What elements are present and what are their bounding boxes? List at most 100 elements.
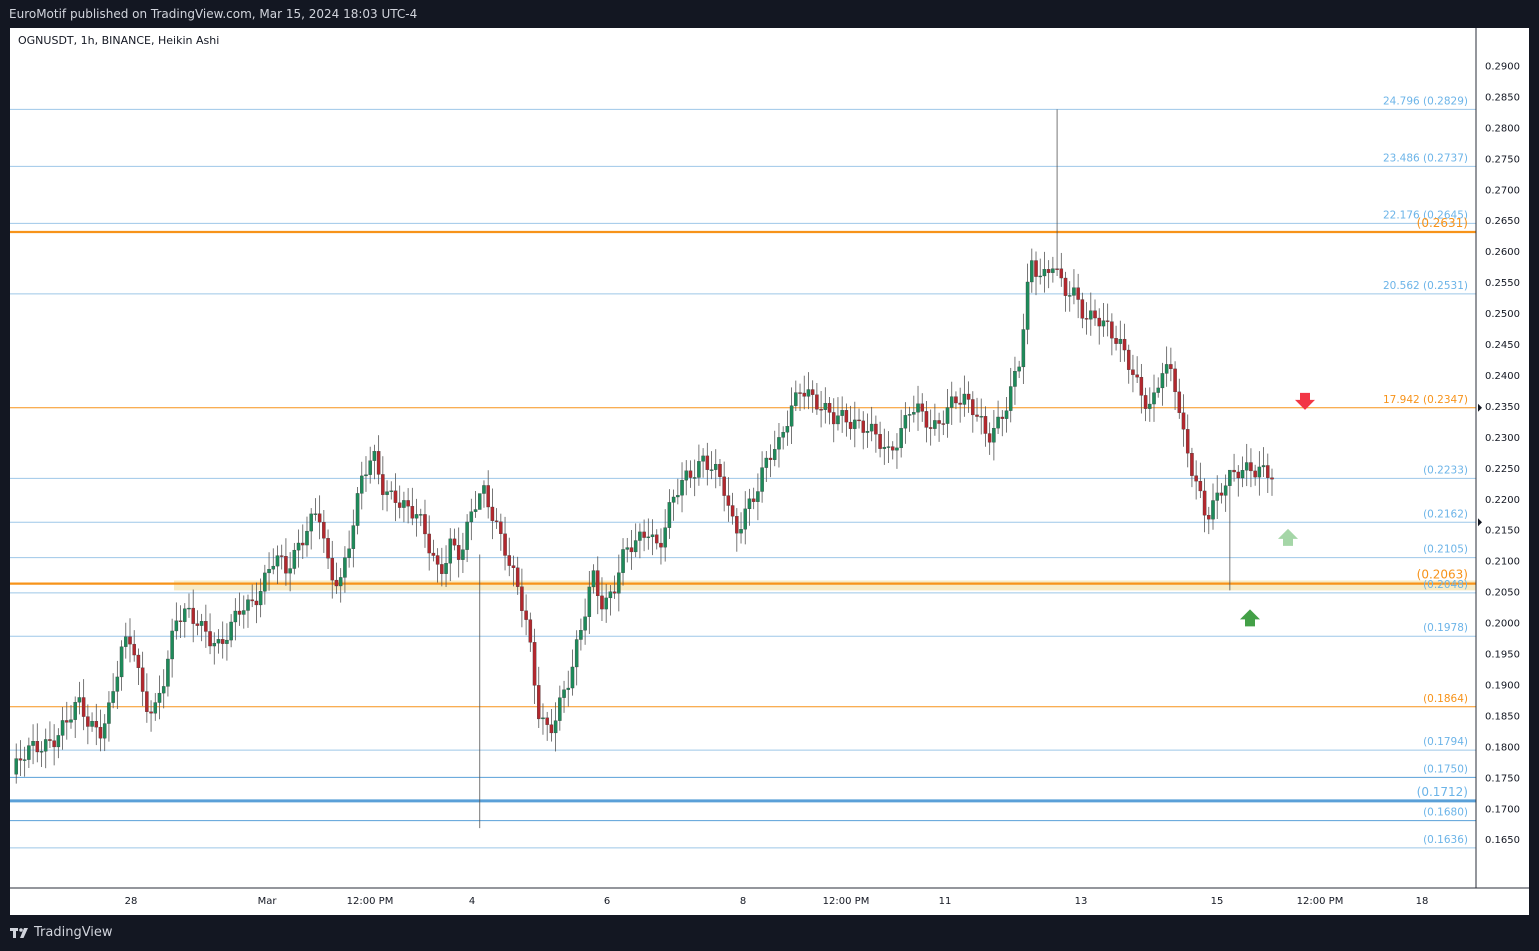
candle-bull	[907, 414, 912, 416]
candle-bear	[612, 591, 617, 594]
candle-bull	[14, 758, 18, 775]
candle-bear	[86, 716, 90, 727]
candle-bear	[958, 402, 962, 405]
candle-bear	[1097, 317, 1101, 327]
candle-bear	[987, 433, 992, 443]
candle-bull	[1148, 403, 1152, 409]
candle-bull	[313, 513, 318, 515]
candle-bear	[798, 392, 802, 394]
price-tick-label: 0.2700	[1485, 185, 1520, 196]
candle-bull	[102, 723, 107, 739]
candle-bull	[360, 475, 364, 494]
candle-bull	[246, 599, 250, 611]
price-tick-label: 0.2300	[1485, 433, 1520, 444]
candle-bear	[983, 416, 988, 434]
time-tick-label: 8	[740, 896, 746, 907]
candle-bear	[254, 600, 259, 606]
candle-bear	[322, 521, 326, 539]
candle-bear	[317, 513, 322, 523]
candle-bull	[22, 759, 27, 761]
candle-bull	[676, 495, 680, 498]
candle-bull	[903, 415, 908, 429]
candle-bull	[949, 396, 954, 408]
candle-bear	[35, 741, 40, 753]
candle-bull	[912, 412, 916, 415]
price-tick-label: 0.2350	[1485, 402, 1520, 413]
candle-bull	[1223, 485, 1228, 496]
chart-frame[interactable]: 24.796 (0.2829) 23.486 (0.2737) 22.176 (0.…	[10, 28, 1529, 915]
price-tick-label: 0.1850	[1485, 711, 1520, 722]
candle-bull	[465, 521, 469, 550]
candle-bear	[1185, 429, 1190, 454]
candle-bull	[633, 540, 638, 553]
candle-bull	[1228, 469, 1232, 486]
candle-bull	[385, 491, 389, 495]
candle-bear	[178, 620, 183, 622]
plot-area[interactable]	[10, 28, 1476, 888]
candle-bear	[1194, 475, 1198, 482]
candle-bear	[499, 521, 503, 534]
candle-bull	[161, 686, 166, 694]
candle-bear	[857, 419, 861, 422]
candle-bear	[937, 420, 941, 424]
candle-bull	[364, 474, 368, 477]
candle-bull	[1101, 320, 1106, 327]
price-axis[interactable]	[1477, 28, 1529, 888]
time-tick-label: 12:00 PM	[823, 896, 870, 907]
tradingview-logo-icon[interactable]	[10, 927, 30, 939]
candle-bull	[789, 405, 794, 427]
level-label: (0.2063)	[1417, 568, 1468, 582]
candle-bull	[933, 420, 937, 429]
candle-bear	[1139, 376, 1144, 396]
candle-bull	[760, 467, 764, 492]
candle-bull	[1004, 410, 1009, 419]
candle-bear	[431, 552, 436, 556]
candle-bull	[199, 621, 204, 626]
candle-bull	[1038, 275, 1042, 278]
candle-bull	[785, 426, 790, 433]
candle-bear	[381, 474, 385, 495]
candle-bull	[587, 586, 592, 617]
price-tick-label: 0.2050	[1485, 588, 1520, 599]
candle-bull	[617, 572, 621, 594]
candle-bear	[1207, 515, 1211, 520]
candle-bull	[170, 630, 174, 660]
candle-bear	[654, 534, 659, 544]
candle-bull	[671, 496, 676, 503]
buy-arrow-icon[interactable]	[1240, 609, 1260, 627]
candle-bear	[928, 427, 933, 429]
candle-bull	[772, 449, 777, 460]
price-tick-label: 0.1700	[1485, 804, 1520, 815]
candle-bull	[27, 745, 31, 760]
candle-bull	[1072, 287, 1076, 296]
time-tick-label: 15	[1211, 896, 1224, 907]
candle-bear	[423, 514, 427, 535]
candle-bear	[1253, 470, 1257, 478]
level-label: (0.2162)	[1423, 508, 1468, 520]
candle-bull	[212, 642, 217, 647]
chart-canvas[interactable]: 24.796 (0.2829) 23.486 (0.2737) 22.176 (0.…	[10, 28, 1529, 915]
candle-bear	[94, 720, 99, 728]
price-tick-label: 0.2600	[1485, 247, 1520, 258]
candle-bear	[410, 506, 415, 519]
price-tick-label: 0.2650	[1485, 216, 1520, 227]
buy-arrow-light-icon[interactable]	[1278, 528, 1298, 546]
candle-bear	[301, 542, 305, 546]
candle-bear	[600, 595, 604, 610]
candle-bear	[440, 564, 444, 574]
candle-bear	[1181, 412, 1186, 430]
candle-bull	[343, 557, 347, 578]
candle-bull	[823, 403, 828, 410]
candle-bear	[815, 394, 819, 410]
candle-bear	[1080, 299, 1085, 319]
candle-bear	[149, 711, 153, 714]
candle-bear	[1122, 338, 1127, 351]
time-tick-label: 12:00 PM	[1297, 896, 1344, 907]
candle-bull	[448, 538, 453, 564]
candle-bear	[528, 619, 533, 643]
candle-bull	[292, 549, 297, 569]
candle-bear	[810, 389, 815, 395]
candle-bull	[806, 389, 811, 397]
candle-bull	[646, 536, 651, 539]
sell-arrow-icon[interactable]	[1295, 392, 1315, 410]
